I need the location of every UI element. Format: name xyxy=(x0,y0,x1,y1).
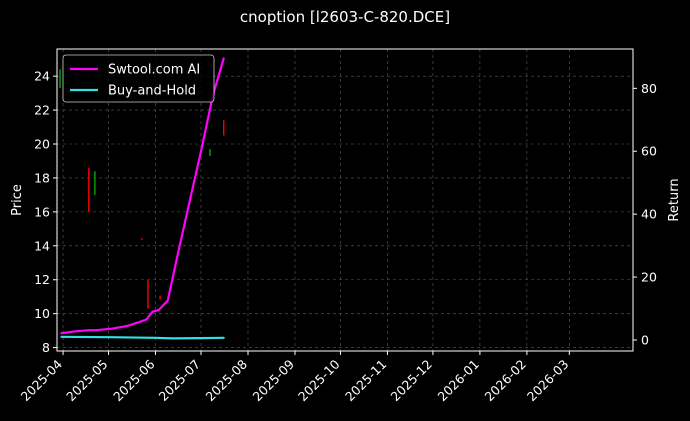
y-left-tick-label: 10 xyxy=(34,306,50,321)
candles xyxy=(59,69,225,309)
y-right-tick-label: 60 xyxy=(641,144,657,159)
y-right-tick-label: 0 xyxy=(641,332,649,347)
x-tick-label: 2026-03 xyxy=(524,357,572,405)
x-tick-label: 2025-04 xyxy=(18,356,66,404)
y-axis-left: 8 10 12 14 16 18 20 22 24 xyxy=(34,69,57,355)
x-tick-label: 2026-02 xyxy=(481,357,529,405)
y-right-tick-label: 80 xyxy=(641,81,657,96)
y-left-tick-label: 24 xyxy=(34,69,50,84)
y-left-tick-label: 22 xyxy=(34,103,50,118)
x-tick-label: 2025-05 xyxy=(63,357,111,405)
y-right-tick-label: 20 xyxy=(641,270,657,285)
y-axis-right-label: Return xyxy=(667,178,682,221)
x-tick-label: 2025-11 xyxy=(342,357,390,405)
y-left-tick-label: 20 xyxy=(34,137,50,152)
y-axis-right: 0 20 40 60 80 xyxy=(633,81,657,347)
legend-label: Swtool.com AI xyxy=(108,63,200,78)
y-left-tick-label: 12 xyxy=(34,272,50,287)
y-right-tick-label: 40 xyxy=(641,207,657,222)
x-tick-label: 2025-12 xyxy=(387,357,435,405)
x-tick-label: 2025-10 xyxy=(295,356,343,404)
legend-box xyxy=(62,54,215,103)
x-tick-label: 2025-08 xyxy=(203,356,251,404)
y-left-tick-label: 14 xyxy=(34,238,50,253)
x-tick-label: 2025-07 xyxy=(156,357,204,405)
y-axis-left-label: Price xyxy=(10,184,25,216)
legend-label: Buy-and-Hold xyxy=(108,84,196,99)
series-line-buy-and-hold xyxy=(60,335,225,340)
x-tick-label: 2025-06 xyxy=(110,356,158,404)
y-left-tick-label: 8 xyxy=(42,340,50,355)
y-left-tick-label: 16 xyxy=(34,204,50,219)
x-tick-label: 2025-09 xyxy=(250,356,298,404)
series-lines xyxy=(60,57,225,340)
x-tick-label: 2026-01 xyxy=(434,357,482,405)
plot-frame xyxy=(56,48,634,352)
y-left-tick-label: 18 xyxy=(34,170,50,185)
chart-title: cnoption [l2603-C-820.DCE] xyxy=(240,8,450,26)
series-line-strategy xyxy=(60,57,225,335)
legend: Swtool.com AI Buy-and-Hold xyxy=(62,54,215,103)
